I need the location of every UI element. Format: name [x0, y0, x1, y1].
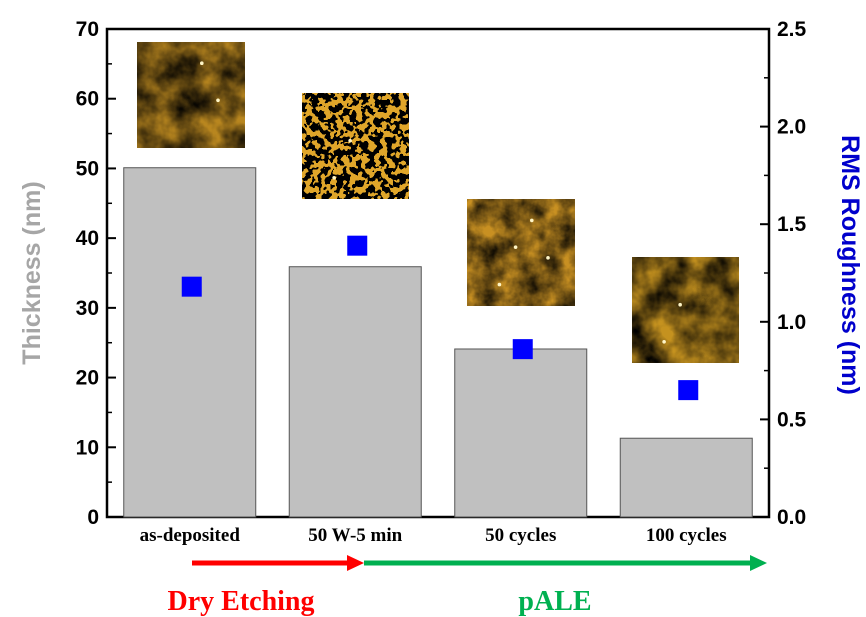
roughness-point: [181, 276, 202, 297]
afm-inset-image: [467, 199, 575, 306]
category-label: 50 W-5 min: [308, 525, 402, 546]
roughness-point: [678, 380, 699, 401]
pale-label: pALE: [518, 586, 591, 617]
dry-etching-arrowhead: [347, 555, 364, 571]
left-tick-label: 0: [87, 506, 99, 529]
left-tick-label: 10: [76, 436, 99, 459]
left-tick-label: 60: [76, 88, 99, 111]
pale-arrowhead: [750, 555, 767, 571]
right-tick-label: 2.0: [777, 116, 806, 139]
right-tick-label: 0.0: [777, 506, 806, 529]
thickness-bar: [454, 348, 588, 518]
left-tick-label: 70: [76, 18, 99, 41]
right-axis: 0.0 0.5 1.0 1.5 2.0 2.5: [760, 18, 807, 529]
y-axis-label-right: RMS Roughness (nm): [836, 135, 864, 395]
category-label: 50 cycles: [485, 525, 556, 546]
category-label: 100 cycles: [646, 525, 727, 546]
left-tick-label: 40: [76, 227, 99, 250]
dry-etching-label: Dry Etching: [168, 586, 315, 617]
category-labels: as-deposited 50 W-5 min 50 cycles 100 cycle…: [140, 525, 727, 546]
roughness-points: [181, 235, 699, 401]
category-label: as-deposited: [140, 525, 241, 546]
right-tick-label: 1.0: [777, 311, 806, 334]
thickness-bar: [123, 167, 257, 518]
afm-inset-group: [137, 42, 739, 363]
roughness-point: [347, 235, 368, 256]
bar-group: [123, 167, 753, 518]
roughness-point: [512, 339, 533, 360]
left-tick-label: 30: [76, 297, 99, 320]
left-tick-label: 20: [76, 367, 99, 390]
process-arrows: [192, 555, 767, 571]
right-tick-label: 1.5: [777, 213, 807, 236]
left-tick-label: 50: [76, 157, 99, 180]
afm-inset-image: [632, 257, 739, 363]
afm-inset-image: [302, 93, 409, 199]
y-axis-label-left: Thickness (nm): [18, 181, 46, 364]
afm-inset-image: [137, 42, 245, 148]
thickness-bar: [619, 437, 753, 518]
right-tick-label: 2.5: [777, 18, 807, 41]
right-tick-label: 0.5: [777, 408, 807, 431]
thickness-bar: [288, 266, 422, 518]
left-axis: 0 10 20 30 40 50 60 70: [76, 18, 116, 529]
